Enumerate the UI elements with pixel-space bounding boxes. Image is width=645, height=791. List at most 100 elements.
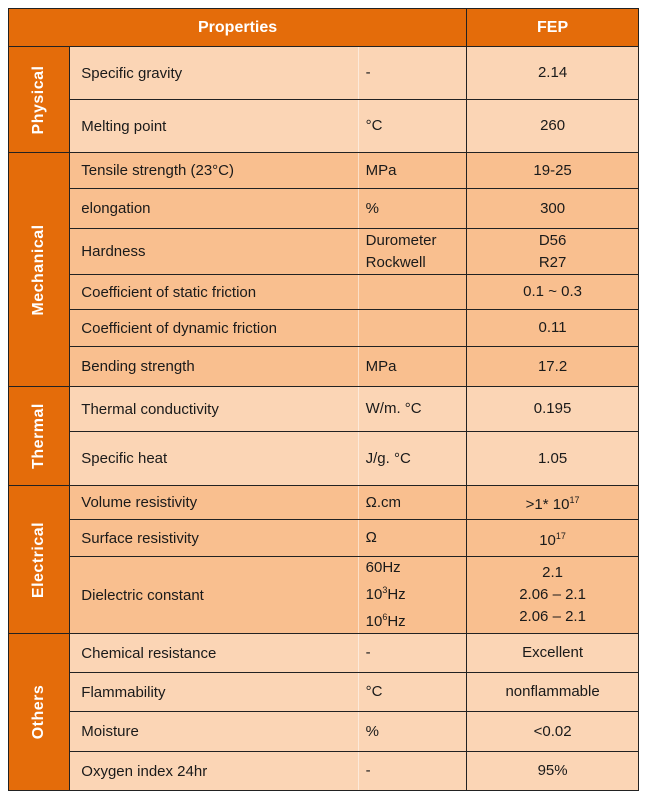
- category-label: Physical: [30, 65, 48, 134]
- unit-cell: J/g. °C: [357, 431, 468, 486]
- value-base: 0.1 ~ 0.3: [523, 283, 582, 300]
- fep-value: 17.2: [466, 346, 639, 387]
- value-exponent: 17: [555, 530, 566, 541]
- unit-cell: °C: [357, 672, 468, 712]
- unit: W/m. °C: [365, 400, 422, 417]
- unit-cell: 60Hz 103Hz 106Hz: [357, 556, 468, 634]
- fep-value: 0.11: [466, 309, 639, 347]
- fep-value: >1* 1017: [466, 485, 639, 520]
- property-name: Volume resistivity: [69, 485, 359, 520]
- header-properties: Properties: [7, 8, 468, 47]
- table-row: Physical Specific gravity - 2.14: [7, 46, 639, 153]
- table-row: Coefficient of static friction 0.1 ~ 0.3: [9, 274, 639, 310]
- fep-value: 0.195: [466, 386, 639, 432]
- property-name: Surface resistivity: [69, 519, 359, 557]
- value: 2.14: [467, 62, 638, 84]
- value-base: 2.06 – 2.1: [519, 586, 586, 603]
- unit: -: [365, 762, 371, 779]
- value: 1017: [467, 525, 638, 552]
- category-label: Electrical: [30, 521, 48, 598]
- properties-table: Properties FEP Physical Specific gravity -…: [7, 8, 639, 791]
- unit-cell: Ω: [357, 519, 468, 557]
- unit: °C: [365, 117, 383, 134]
- value: D56: [467, 230, 638, 252]
- unit: 106Hz: [365, 612, 406, 630]
- unit: Rockwell: [365, 253, 426, 271]
- value-base: 1.05: [537, 449, 568, 467]
- header-row: Properties FEP: [7, 8, 639, 47]
- table-row: elongation% 300: [9, 188, 639, 229]
- unit-cell: MPa: [357, 346, 468, 387]
- value: 0.11: [467, 317, 638, 339]
- unit: MPa: [365, 357, 397, 375]
- unit-cell: [357, 274, 468, 310]
- table-row: Moisture% <0.02: [9, 711, 639, 752]
- fep-value: D56 R27: [466, 228, 639, 275]
- table-row: Surface resistivity Ω 1017: [9, 519, 639, 557]
- value-base: 0.11: [538, 319, 567, 336]
- table-row: Melting point °C 260: [9, 99, 639, 153]
- value-base: 0.195: [533, 400, 572, 417]
- value-base: 10: [539, 531, 556, 549]
- table-row: Coefficient of dynamic friction 0.11: [9, 309, 639, 347]
- value: 300: [467, 198, 638, 220]
- fep-value: 2.14: [466, 46, 639, 100]
- value-base: 19-25: [533, 161, 572, 179]
- fep-value: 0.1 ~ 0.3: [466, 274, 639, 310]
- property-name: Dielectric constant: [69, 556, 359, 634]
- value: 1.05: [467, 448, 638, 470]
- value-base: nonflammable: [505, 683, 600, 700]
- unit-cell: Ω.cm: [357, 485, 468, 520]
- value-base: Excellent: [522, 644, 584, 661]
- value: 2.1: [467, 562, 638, 584]
- value: <0.02: [467, 721, 638, 743]
- category-physical: Physical: [7, 46, 71, 153]
- value-base: 17.2: [537, 357, 568, 375]
- table-row: Thermal Thermal conductivity W/m. °C 0.195: [7, 386, 639, 486]
- value-base: 260: [540, 117, 566, 134]
- category-label: Thermal: [30, 403, 48, 469]
- value-base: 2.1: [542, 564, 563, 581]
- category-electrical: Electrical: [7, 485, 71, 634]
- value: 0.195: [467, 398, 638, 420]
- property-name: Bending strength: [69, 346, 359, 387]
- unit-cell: -: [357, 633, 468, 673]
- unit: 103Hz: [365, 585, 406, 603]
- unit: -: [365, 644, 371, 661]
- table-row: Dielectric constant 60Hz 103Hz 106Hz 2.1 2.06…: [9, 556, 639, 634]
- unit-cell: %: [357, 188, 468, 229]
- fep-value: 1017: [466, 519, 639, 557]
- table-row: Oxygen index 24hr - 95%: [9, 751, 639, 791]
- table-row: Hardness Durometer Rockwell D56 R27: [9, 228, 639, 275]
- property-name: Tensile strength (23°C): [69, 152, 359, 189]
- unit: Ω.cm: [365, 493, 402, 511]
- property-name: elongation: [69, 188, 359, 229]
- value: 0.1 ~ 0.3: [467, 281, 638, 303]
- value: 17.2: [467, 356, 638, 378]
- value: >1* 1017: [467, 489, 638, 516]
- unit-cell: %: [357, 711, 468, 752]
- header-fep: FEP: [466, 8, 639, 47]
- fep-value: nonflammable: [466, 672, 639, 712]
- category-label: Mechanical: [30, 223, 48, 316]
- unit: MPa: [365, 161, 397, 179]
- fep-value: 95%: [466, 751, 639, 791]
- table-row: Specific heat J/g. °C 1.05: [9, 431, 639, 486]
- fep-value: 2.1 2.06 – 2.1 2.06 – 2.1: [466, 556, 639, 634]
- value-base: >1* 10: [525, 496, 570, 513]
- value: 2.06 – 2.1: [467, 584, 638, 606]
- fep-value: Excellent: [466, 633, 639, 673]
- value: 2.06 – 2.1: [467, 606, 638, 628]
- value: 95%: [467, 760, 638, 782]
- unit-cell: -: [357, 46, 468, 100]
- property-name: Specific heat: [69, 431, 359, 486]
- unit-cell: -: [357, 751, 468, 791]
- unit: 60Hz: [365, 559, 401, 576]
- table-row: Mechanical Tensile strength (23°C) MPa 19-2…: [7, 152, 639, 387]
- fep-value: <0.02: [466, 711, 639, 752]
- category-label: Others: [30, 684, 48, 740]
- unit-cell: [357, 309, 468, 347]
- unit: %: [365, 722, 379, 740]
- unit-cell: Durometer Rockwell: [357, 228, 468, 275]
- value-base: 2.14: [537, 64, 568, 81]
